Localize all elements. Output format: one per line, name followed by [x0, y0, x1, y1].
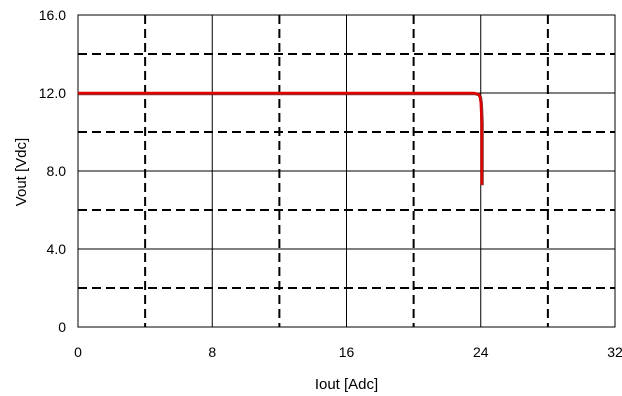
series-line: [78, 91, 483, 185]
x-tick-label: 32: [607, 344, 622, 360]
x-axis-title: Iout [Adc]: [315, 376, 378, 393]
x-tick-label: 24: [473, 344, 489, 360]
y-tick-label: 4.0: [47, 241, 67, 257]
axis-layer: [77, 14, 616, 328]
x-tick-label: 0: [74, 344, 82, 360]
x-tick-label: 8: [208, 344, 216, 360]
y-tick-label: 8.0: [47, 163, 67, 179]
plot-frame: [77, 14, 616, 328]
y-axis-title: Vout [Vdc]: [13, 138, 30, 206]
x-tick-label: 16: [339, 344, 355, 360]
y-tick-label: 12.0: [39, 85, 66, 101]
series-line-shadow: [78, 92, 484, 186]
grid-layer: [78, 15, 615, 327]
y-tick-label: 16.0: [39, 7, 66, 23]
y-tick-label: 0: [58, 319, 66, 335]
series-layer: [78, 91, 484, 186]
tick-labels: 0 8 16 24 32 0 4.0 8.0 12.0 16.0: [39, 7, 622, 360]
